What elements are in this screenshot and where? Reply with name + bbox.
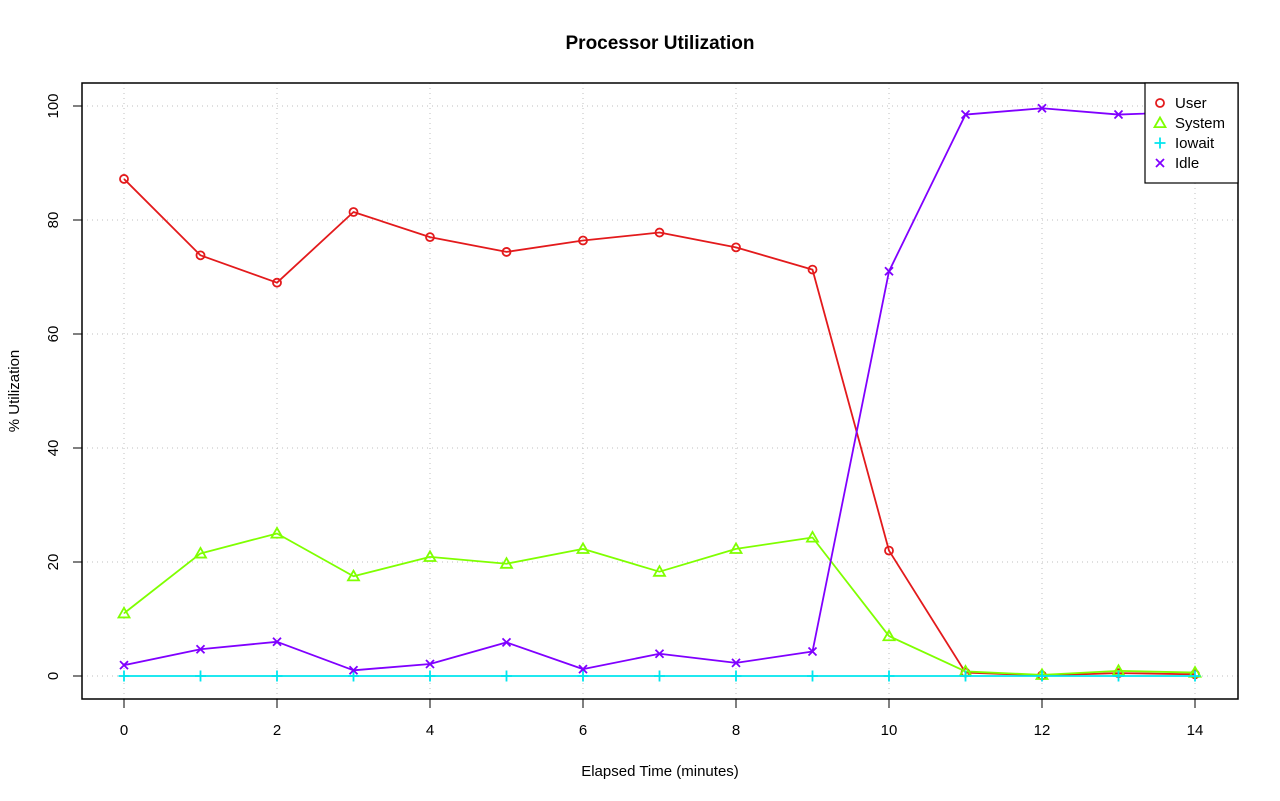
legend-system-point — [1152, 115, 1168, 129]
series-iowait-point — [271, 670, 283, 682]
series-system-point — [499, 556, 514, 569]
legend-item-iowait: Iowait — [1154, 135, 1215, 152]
series-idle-point — [807, 646, 818, 657]
series-user-point — [119, 174, 129, 184]
series-iowait-point — [1036, 670, 1048, 682]
chart-title: Processor Utilization — [566, 33, 755, 54]
series-user-point — [348, 207, 359, 217]
series-idle-point — [960, 109, 971, 120]
series-system — [116, 526, 1203, 680]
series-system-point — [422, 549, 438, 562]
series-system-point — [652, 564, 667, 577]
series-idle-point — [195, 644, 206, 654]
series-idle-point — [731, 658, 741, 668]
series-user-point — [425, 232, 435, 243]
y-tick-label: 20 — [45, 554, 62, 571]
x-tick-label: 6 — [579, 722, 587, 739]
legend-label-iowait: Iowait — [1175, 135, 1215, 152]
series-user-point — [501, 247, 512, 257]
plot-frame — [81, 82, 1239, 700]
legend-label-idle: Idle — [1175, 155, 1199, 172]
series-idle-point — [578, 664, 588, 674]
series-system-point — [193, 546, 208, 559]
legend-label-system: System — [1175, 115, 1225, 132]
series-user-point — [654, 227, 665, 238]
legend-iowait-point — [1154, 137, 1166, 149]
x-tick-label: 0 — [120, 722, 128, 739]
series-system-point — [269, 526, 285, 539]
y-axis-label: % Utilization — [6, 350, 23, 433]
legend-label-user: User — [1175, 95, 1207, 112]
legend-box — [1144, 82, 1239, 184]
axes-layer: 0 2 4 6 8 10 12 14 0 20 40 60 80 100 — [45, 93, 1203, 739]
legend-user-point — [1155, 98, 1165, 108]
series-system-point — [575, 541, 591, 554]
series-idle-point — [1113, 109, 1124, 120]
series-iowait-point — [730, 670, 742, 682]
series-system-point — [805, 530, 820, 543]
legend: User System Iowait Idle — [1144, 82, 1239, 184]
series-system-point — [881, 628, 897, 642]
series-idle-point — [884, 266, 894, 276]
series-system-point — [346, 568, 361, 582]
series-iowait-point — [118, 670, 130, 682]
series-user — [119, 174, 1200, 681]
series-user-point — [884, 545, 894, 556]
x-tick-label: 10 — [881, 722, 898, 739]
series-user-point — [272, 277, 282, 288]
x-tick-label: 8 — [732, 722, 740, 739]
x-tick-label: 12 — [1034, 722, 1051, 739]
series-user-point — [807, 264, 818, 275]
series-iowait-point — [348, 670, 359, 682]
series-idle — [119, 103, 1200, 675]
series-user-point — [578, 235, 588, 246]
series-iowait-point — [1113, 670, 1124, 682]
series-system-point — [728, 541, 744, 554]
grid-layer — [82, 83, 1238, 699]
series-layer — [116, 103, 1203, 682]
series-user-line — [123, 178, 1196, 677]
y-tick-label: 100 — [45, 93, 62, 118]
y-tick-label: 0 — [45, 672, 62, 680]
y-tick-label: 40 — [45, 440, 62, 457]
series-iowait — [118, 670, 1201, 682]
series-iowait-point — [195, 670, 206, 682]
series-system-point — [116, 605, 132, 619]
x-tick-label: 4 — [426, 722, 434, 739]
y-tick-label: 60 — [45, 326, 62, 343]
series-idle-line — [123, 107, 1196, 672]
series-user-point — [731, 242, 741, 253]
series-user-point — [195, 250, 206, 261]
y-tick-label: 80 — [45, 212, 62, 229]
series-iowait-point — [424, 670, 436, 682]
series-iowait-point — [654, 670, 665, 682]
series-iowait-point — [883, 670, 895, 682]
series-system-line — [123, 532, 1196, 676]
x-tick-label: 2 — [273, 722, 281, 739]
series-iowait-point — [807, 670, 818, 682]
x-axis-label: Elapsed Time (minutes) — [581, 763, 739, 780]
series-iowait-point — [1189, 670, 1201, 682]
series-iowait-point — [577, 670, 589, 682]
legend-item-system: System — [1152, 115, 1225, 132]
x-tick-label: 14 — [1187, 722, 1204, 739]
legend-idle-point — [1155, 158, 1165, 168]
series-idle-point — [425, 659, 435, 669]
series-idle-point — [348, 665, 359, 675]
series-idle-point — [119, 660, 129, 670]
series-idle-point — [1037, 103, 1047, 113]
series-iowait-point — [960, 670, 971, 682]
legend-item-user: User — [1155, 95, 1207, 112]
series-idle-point — [654, 649, 665, 659]
legend-item-idle: Idle — [1155, 155, 1199, 172]
series-iowait-point — [501, 670, 512, 682]
series-idle-point — [501, 637, 512, 648]
series-idle-point — [272, 637, 282, 647]
